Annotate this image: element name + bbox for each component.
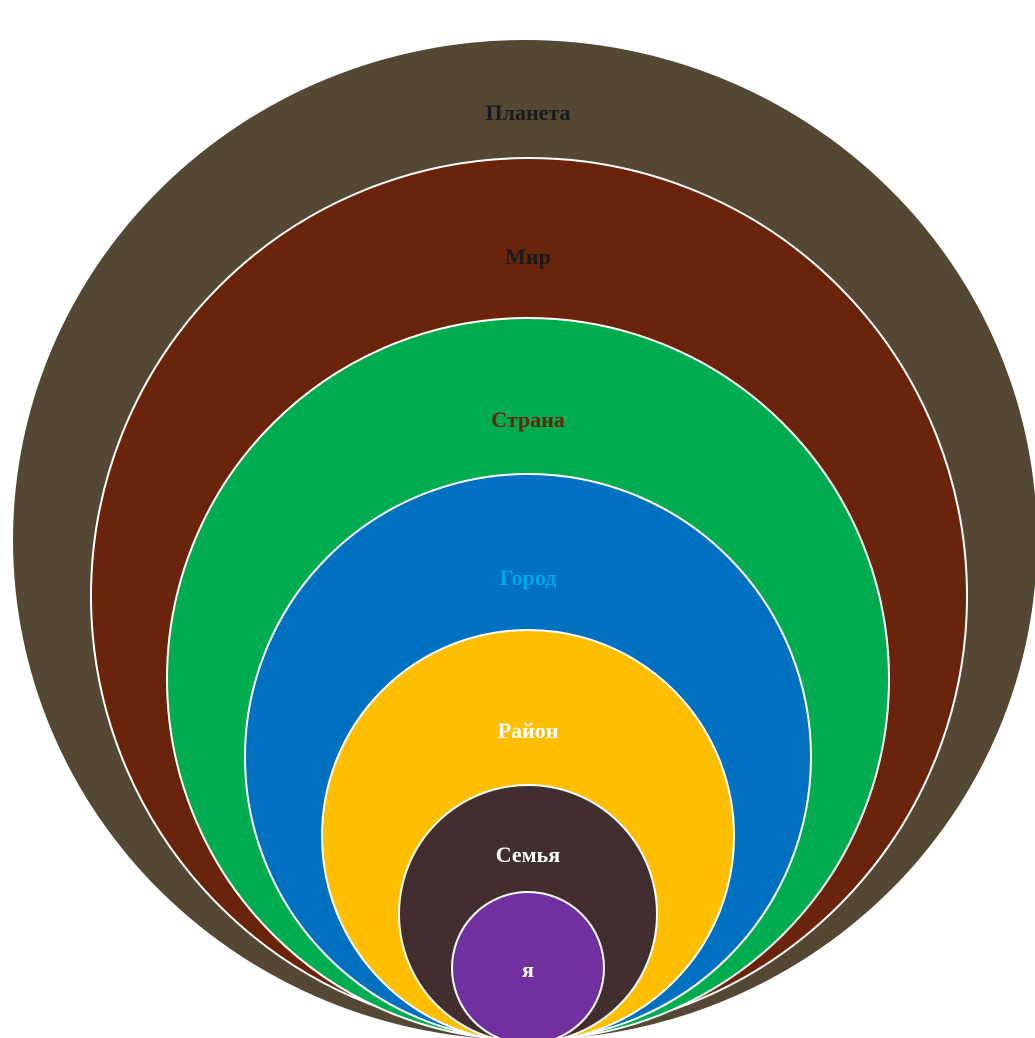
ring-family-label: Семья [496, 842, 561, 867]
ring-me-label: я [522, 957, 534, 982]
ring-world-label: Мир [505, 244, 551, 269]
ring-planet-label: Планета [486, 100, 571, 125]
ring-city-label: Город [500, 565, 557, 590]
ring-me-shape [451, 891, 605, 1038]
ring-district-label: Район [498, 718, 559, 743]
ring-me: я [451, 891, 605, 1038]
ring-country-label: Страна [491, 407, 565, 432]
